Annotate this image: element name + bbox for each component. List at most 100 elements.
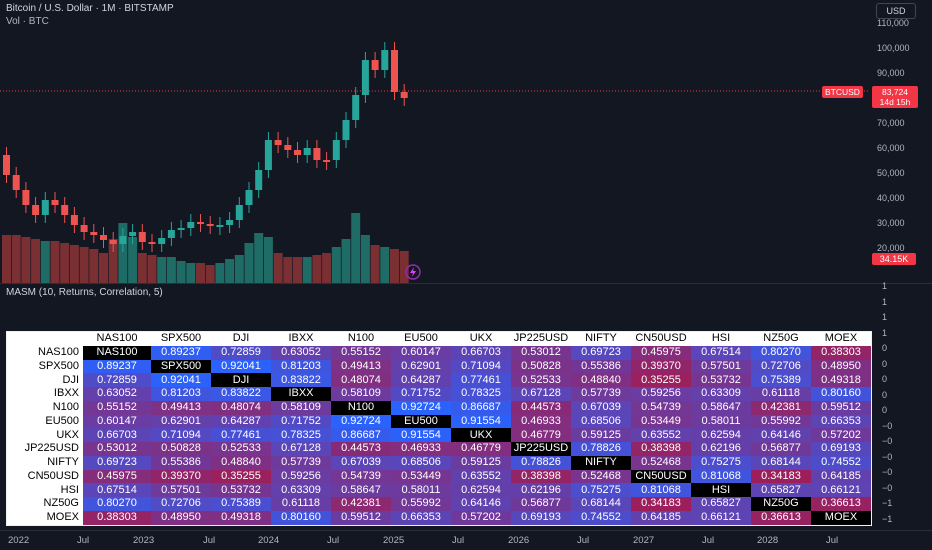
- price-tick: 40,000: [877, 193, 905, 203]
- correlation-cell: 0.54739: [331, 469, 391, 484]
- correlation-cell: 0.48840: [211, 455, 271, 470]
- correlation-cell: 0.39370: [151, 469, 211, 484]
- time-tick: Jul: [203, 535, 216, 546]
- candle-body: [119, 236, 127, 244]
- candle-body: [22, 190, 30, 205]
- correlation-cell: 0.80270: [83, 497, 151, 511]
- table-row: HSI 0.67514 0.57501 0.53732 0.63309 0.58647 0.…: [6, 483, 872, 497]
- pane-divider[interactable]: [0, 283, 932, 284]
- candle-body: [352, 95, 360, 120]
- correlation-cell: 0.48950: [151, 510, 211, 525]
- correlation-cell: 0.42381: [751, 400, 811, 415]
- correlation-cell: 0.69723: [571, 345, 631, 360]
- table-row: MOEX 0.38303 0.48950 0.49318 0.80160 0.59512 0…: [6, 510, 872, 525]
- volume-bar: [31, 239, 41, 283]
- candlesticks: [3, 42, 408, 252]
- correlation-cell: 0.55152: [331, 345, 391, 360]
- price-tick: 70,000: [877, 118, 905, 128]
- time-tick: Jul: [452, 535, 465, 546]
- column-header: NZ50G: [751, 331, 811, 346]
- correlation-cell: 0.92041: [151, 373, 211, 387]
- correlation-cell: 0.35255: [211, 469, 271, 484]
- correlation-cell: 0.68506: [391, 455, 451, 470]
- row-header: CN50USD: [6, 469, 83, 484]
- correlation-cell: 0.62594: [451, 483, 511, 497]
- column-header: DJI: [211, 331, 271, 346]
- correlation-cell: 0.72859: [83, 373, 151, 387]
- correlation-cell: 0.92041: [211, 359, 271, 374]
- correlation-cell: 0.61118: [751, 387, 811, 401]
- column-header: EU500: [391, 331, 451, 346]
- correlation-cell: 0.55992: [391, 497, 451, 511]
- correlation-cell: 0.83822: [211, 387, 271, 401]
- correlation-cell: 0.50828: [151, 442, 211, 456]
- volume-label[interactable]: Vol · BTC: [6, 16, 49, 27]
- correlation-cell: 0.81068: [691, 469, 751, 484]
- time-tick: Jul: [826, 535, 839, 546]
- indicator-tick: 1: [882, 312, 888, 322]
- correlation-cell: 0.62196: [691, 442, 751, 456]
- candle-body: [138, 232, 146, 242]
- correlation-cell: 0.36613: [751, 510, 811, 525]
- candle-body: [400, 92, 408, 98]
- correlation-cell: 0.89237: [83, 359, 151, 374]
- indicator-tick: 1: [882, 327, 888, 338]
- row-header: SPX500: [6, 359, 83, 374]
- volume-bar: [331, 247, 341, 283]
- indicator-tick: −1: [882, 513, 893, 524]
- candle-body: [361, 60, 369, 95]
- current-price-value: 83,724: [882, 87, 908, 97]
- current-price-badge: 83,724 14d 15h: [872, 86, 918, 108]
- row-header: HSI: [6, 483, 83, 497]
- time-tick: 2023: [133, 535, 155, 546]
- volume-bar: [263, 237, 273, 283]
- candle-body: [332, 140, 340, 160]
- correlation-cell: 0.75389: [751, 373, 811, 387]
- price-chart-canvas[interactable]: [0, 0, 870, 283]
- candle-body: [12, 175, 20, 190]
- correlation-cell: 0.67039: [331, 455, 391, 470]
- row-header: MOEX: [6, 510, 83, 525]
- currency-button[interactable]: USD: [876, 3, 916, 19]
- correlation-cell: 0.48074: [211, 400, 271, 415]
- correlation-cell: 0.53012: [83, 442, 151, 456]
- time-tick: Jul: [327, 535, 340, 546]
- correlation-cell: 0.60147: [391, 345, 451, 360]
- symbol-title[interactable]: Bitcoin / U.S. Dollar · 1M · BITSTAMP: [6, 3, 174, 14]
- correlation-cell: 0.55992: [751, 414, 811, 429]
- indicator-title[interactable]: MASM (10, Returns, Correlation, 5): [6, 287, 163, 298]
- candle-body: [70, 215, 78, 225]
- indicator-tick: 0: [882, 374, 888, 384]
- volume-bar: [186, 263, 196, 283]
- price-chart-pane[interactable]: [0, 0, 870, 283]
- row-header: NZ50G: [6, 497, 83, 511]
- correlation-cell: 0.58647: [691, 400, 751, 415]
- correlation-cell: 0.65827: [691, 497, 751, 511]
- correlation-cell: 0.39370: [631, 359, 691, 374]
- volume-bar: [215, 263, 225, 283]
- candle-body: [342, 120, 350, 140]
- volume-bar: [21, 237, 31, 283]
- volume-bar: [341, 239, 351, 283]
- volume-bar: [2, 235, 11, 283]
- bar-countdown: 14d 15h: [879, 97, 911, 107]
- correlation-cell: 0.38398: [631, 442, 691, 456]
- volume-bar: [176, 261, 186, 283]
- correlation-cell: 0.71752: [271, 414, 331, 429]
- correlation-cell: 0.91554: [391, 428, 451, 442]
- correlation-cell: 0.89237: [151, 345, 211, 360]
- volume-bar: [128, 237, 138, 283]
- table-row: IBXX 0.63052 0.81203 0.83822 IBXX 0.58109 0.71…: [6, 387, 872, 401]
- candle-body: [284, 145, 292, 150]
- correlation-cell: 0.75275: [691, 455, 751, 470]
- volume-bar: [254, 233, 264, 283]
- correlation-cell: 0.57501: [691, 359, 751, 374]
- diagonal-cell: NAS100: [83, 345, 151, 360]
- price-tick: 30,000: [877, 218, 905, 228]
- correlation-cell: 0.53449: [631, 414, 691, 429]
- table-row: SPX500 0.89237 SPX500 0.92041 0.81203 0.49413…: [6, 359, 872, 374]
- candle-body: [100, 235, 107, 240]
- volume-bar: [69, 245, 79, 283]
- candle-body: [32, 205, 40, 215]
- table-row: NIFTY 0.69723 0.55386 0.48840 0.57739 0.67039…: [6, 455, 872, 470]
